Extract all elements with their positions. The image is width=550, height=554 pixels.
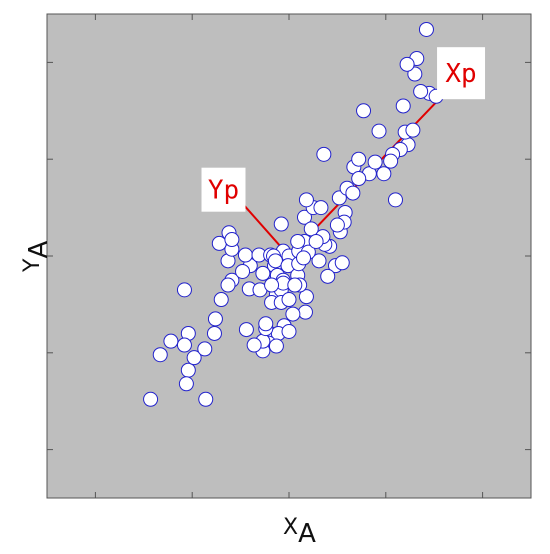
data-point [268, 338, 284, 354]
annotation-label: Yp [208, 176, 239, 206]
data-point [281, 292, 297, 308]
data-point [311, 253, 327, 269]
data-point [207, 311, 223, 327]
data-point [180, 362, 196, 378]
annotation-yp: Yp [201, 167, 246, 212]
data-point [308, 233, 324, 249]
data-point [176, 282, 192, 298]
annotation-label: Xp [445, 59, 476, 89]
data-point [376, 166, 392, 182]
data-point [285, 306, 301, 322]
data-point [413, 83, 429, 99]
data-point [287, 277, 303, 293]
data-point [224, 232, 240, 248]
data-point [178, 376, 194, 392]
data-point [238, 322, 254, 338]
data-point [211, 235, 227, 251]
data-point [186, 350, 202, 366]
data-point [290, 233, 306, 249]
data-point [296, 209, 312, 225]
x-axis-label-sub: A [298, 519, 316, 549]
data-point [395, 98, 411, 114]
data-points [143, 21, 444, 407]
data-point [213, 292, 229, 308]
data-point [351, 151, 367, 167]
data-point [206, 325, 222, 341]
data-point [197, 341, 213, 357]
data-point [267, 253, 283, 269]
data-point [237, 247, 253, 263]
annotation-box [201, 167, 246, 212]
data-point [356, 103, 372, 119]
y-axis-label-main: Y [20, 258, 45, 273]
data-point [152, 347, 168, 363]
data-point [198, 391, 214, 407]
data-point [367, 154, 383, 170]
x-axis-label: XA [283, 515, 316, 549]
data-point [316, 146, 332, 162]
data-point [281, 324, 297, 340]
data-point [345, 185, 361, 201]
data-point [176, 337, 192, 353]
data-point [329, 217, 345, 233]
data-point [235, 263, 251, 279]
data-point [298, 289, 314, 305]
data-point [163, 333, 179, 349]
data-point [220, 277, 236, 293]
data-point [246, 337, 262, 353]
data-point [383, 153, 399, 169]
data-point [258, 316, 274, 332]
data-point [255, 265, 271, 281]
data-point [399, 56, 415, 72]
data-point [298, 192, 314, 208]
data-point [387, 192, 403, 208]
data-point [351, 171, 367, 187]
data-point [334, 255, 350, 271]
data-point [418, 21, 434, 37]
axis-ticks [47, 14, 531, 498]
data-point [264, 277, 280, 293]
data-point [273, 216, 289, 232]
annotation-labels: Xp Yp [201, 47, 486, 212]
data-point [371, 123, 387, 139]
data-point [143, 391, 159, 407]
y-axis-label: YA [20, 241, 54, 273]
y-axis-label-sub: A [24, 241, 54, 259]
data-point [313, 200, 329, 216]
data-point [297, 304, 313, 320]
data-point [320, 268, 336, 284]
annotation-box [437, 47, 486, 100]
data-point [296, 250, 312, 266]
x-axis-label-main: X [283, 515, 298, 540]
data-point [405, 122, 421, 138]
annotation-xp: Xp [437, 47, 486, 100]
